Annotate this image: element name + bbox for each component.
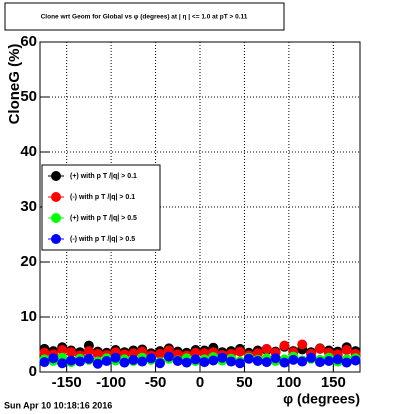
marker <box>341 357 352 368</box>
marker <box>172 356 183 366</box>
marker <box>243 353 254 364</box>
marker <box>297 339 308 350</box>
marker <box>341 345 352 355</box>
marker <box>261 357 272 368</box>
marker <box>92 358 103 369</box>
marker <box>270 353 281 364</box>
marker <box>199 357 210 368</box>
marker <box>119 357 130 368</box>
legend-label: (-) with p T /|q| > 0.1 <box>70 194 135 201</box>
marker <box>57 345 68 355</box>
marker <box>190 354 201 365</box>
y-tick-label: 60 <box>20 33 37 50</box>
marker <box>323 356 334 366</box>
x-tick-label: -100 <box>96 374 126 391</box>
marker <box>75 356 85 367</box>
marker <box>66 355 77 366</box>
y-tick-label: 40 <box>20 143 37 160</box>
timestamp: Sun Apr 10 10:18:16 2016 <box>4 400 112 410</box>
marker <box>128 354 139 365</box>
y-tick-label: 0 <box>29 363 37 380</box>
legend-label: (-) with p T /|q| > 0.5 <box>70 236 135 243</box>
legend-box <box>41 164 161 251</box>
marker <box>155 358 165 369</box>
marker <box>315 343 325 354</box>
marker <box>92 348 103 359</box>
y-tick-label: 20 <box>20 253 37 270</box>
y-tick-label: 30 <box>20 198 37 215</box>
marker <box>315 357 325 368</box>
y-tick-label: 10 <box>20 308 37 325</box>
marker <box>332 354 343 365</box>
marker <box>279 357 290 368</box>
marker <box>350 355 361 366</box>
x-tick-label: -50 <box>145 374 167 391</box>
marker <box>279 340 290 351</box>
x-tick-label: 150 <box>321 374 346 391</box>
x-tick-label: 100 <box>276 374 301 391</box>
legend-label: (+) with p T /|q| > 0.5 <box>70 215 137 222</box>
marker <box>155 348 165 359</box>
marker <box>235 358 245 369</box>
marker <box>252 356 263 366</box>
y-tick-label: 50 <box>20 88 37 105</box>
legend-label: (+) with p T /|q| > 0.1 <box>70 173 137 180</box>
marker <box>48 353 59 364</box>
marker <box>110 352 121 363</box>
marker <box>288 354 299 365</box>
marker <box>306 352 317 363</box>
marker <box>261 343 272 354</box>
marker <box>163 351 174 362</box>
marker <box>217 352 228 363</box>
marker <box>297 356 308 367</box>
marker <box>226 356 237 367</box>
marker <box>57 358 68 369</box>
marker <box>101 356 112 366</box>
marker <box>39 357 50 368</box>
x-tick-label: 0 <box>196 374 204 391</box>
marker <box>66 347 77 358</box>
y-axis-label: CloneG (%) <box>6 44 23 125</box>
marker <box>181 357 192 368</box>
marker <box>235 346 245 357</box>
marker <box>137 356 148 367</box>
marker <box>208 355 219 366</box>
x-tick-label: 50 <box>236 374 253 391</box>
x-axis-label: φ (degrees) <box>283 391 360 407</box>
marker <box>146 353 157 364</box>
title-box <box>4 2 285 31</box>
marker <box>83 353 94 364</box>
marker <box>83 346 94 357</box>
chart-title: Clone wrt Geom for Global vs φ (degrees)… <box>41 14 248 21</box>
x-tick-label: -150 <box>52 374 82 391</box>
